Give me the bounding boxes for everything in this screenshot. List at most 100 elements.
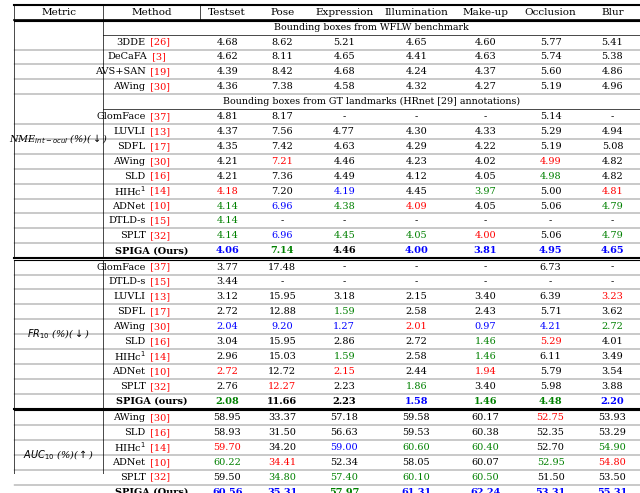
- Text: HIHc$^1$: HIHc$^1$: [113, 184, 145, 198]
- Text: 4.18: 4.18: [216, 187, 238, 196]
- Text: [10]: [10]: [147, 458, 170, 467]
- Text: 4.21: 4.21: [216, 157, 238, 166]
- Text: AWing: AWing: [113, 413, 145, 422]
- Text: 3.40: 3.40: [474, 382, 496, 391]
- Text: 4.02: 4.02: [474, 157, 496, 166]
- Text: ADNet: ADNet: [113, 458, 145, 467]
- Text: Pose: Pose: [270, 8, 294, 17]
- Text: 1.86: 1.86: [406, 382, 428, 391]
- Text: 8.62: 8.62: [271, 37, 293, 46]
- Text: Occlusion: Occlusion: [525, 8, 577, 17]
- Text: [32]: [32]: [147, 473, 171, 482]
- Text: -: -: [280, 216, 284, 225]
- Text: 2.58: 2.58: [406, 352, 428, 361]
- Text: 59.00: 59.00: [330, 443, 358, 452]
- Text: [32]: [32]: [147, 382, 171, 391]
- Text: 4.94: 4.94: [602, 127, 623, 136]
- Text: 1.94: 1.94: [474, 367, 496, 376]
- Text: 34.20: 34.20: [268, 443, 296, 452]
- Text: -: -: [484, 216, 487, 225]
- Text: 15.03: 15.03: [268, 352, 296, 361]
- Text: 5.74: 5.74: [540, 52, 561, 62]
- Text: 6.39: 6.39: [540, 292, 561, 301]
- Text: -: -: [549, 278, 552, 286]
- Text: 4.49: 4.49: [333, 172, 355, 181]
- Text: 3.18: 3.18: [333, 292, 355, 301]
- Text: 4.46: 4.46: [332, 246, 356, 255]
- Text: AWing: AWing: [113, 82, 145, 91]
- Text: HIHc$^1$: HIHc$^1$: [113, 440, 145, 454]
- Text: 11.66: 11.66: [267, 397, 298, 406]
- Text: 4.45: 4.45: [333, 231, 355, 240]
- Text: 1.46: 1.46: [474, 352, 496, 361]
- Text: 7.56: 7.56: [271, 127, 293, 136]
- Text: 53.93: 53.93: [598, 413, 627, 422]
- Text: 2.20: 2.20: [600, 397, 625, 406]
- Text: 4.24: 4.24: [406, 68, 428, 76]
- Text: ADNet: ADNet: [113, 202, 145, 211]
- Text: 52.35: 52.35: [536, 428, 564, 437]
- Text: NME$_{int-ocul}$ (%)($\downarrow$): NME$_{int-ocul}$ (%)($\downarrow$): [10, 132, 108, 146]
- Text: 59.58: 59.58: [403, 413, 430, 422]
- Text: -: -: [415, 278, 418, 286]
- Text: 4.29: 4.29: [406, 142, 428, 151]
- Text: 1.46: 1.46: [474, 397, 497, 406]
- Text: 3.12: 3.12: [216, 292, 238, 301]
- Text: 2.15: 2.15: [406, 292, 428, 301]
- Text: 4.82: 4.82: [602, 157, 623, 166]
- Text: -: -: [549, 216, 552, 225]
- Text: 57.97: 57.97: [329, 488, 360, 493]
- Text: [17]: [17]: [147, 307, 171, 317]
- Text: 4.22: 4.22: [474, 142, 496, 151]
- Text: -: -: [342, 216, 346, 225]
- Text: SPLT: SPLT: [120, 382, 145, 391]
- Text: [3]: [3]: [148, 52, 166, 62]
- Text: 4.63: 4.63: [474, 52, 496, 62]
- Text: 5.60: 5.60: [540, 68, 561, 76]
- Text: 3.88: 3.88: [602, 382, 623, 391]
- Text: [30]: [30]: [147, 413, 170, 422]
- Text: 34.41: 34.41: [268, 458, 296, 467]
- Text: Metric: Metric: [41, 8, 76, 17]
- Text: 4.05: 4.05: [474, 202, 496, 211]
- Text: 1.59: 1.59: [333, 352, 355, 361]
- Text: 4.62: 4.62: [216, 52, 238, 62]
- Text: [30]: [30]: [147, 82, 170, 91]
- Text: [16]: [16]: [147, 337, 170, 346]
- Text: 4.96: 4.96: [602, 82, 623, 91]
- Text: 4.14: 4.14: [216, 202, 238, 211]
- Text: 54.80: 54.80: [598, 458, 627, 467]
- Text: 15.95: 15.95: [268, 292, 296, 301]
- Text: 53.50: 53.50: [598, 473, 627, 482]
- Text: 4.38: 4.38: [333, 202, 355, 211]
- Text: SPLT: SPLT: [120, 473, 145, 482]
- Text: SPLT: SPLT: [120, 231, 145, 240]
- Text: $AUC_{10}$ (%)($\uparrow$): $AUC_{10}$ (%)($\uparrow$): [23, 448, 94, 461]
- Text: Bounding boxes from WFLW benchmark: Bounding boxes from WFLW benchmark: [275, 23, 469, 32]
- Text: 2.72: 2.72: [216, 367, 238, 376]
- Text: -: -: [415, 112, 418, 121]
- Text: SLD: SLD: [124, 337, 145, 346]
- Text: 4.65: 4.65: [406, 37, 428, 46]
- Text: [13]: [13]: [147, 292, 171, 301]
- Text: 60.50: 60.50: [472, 473, 499, 482]
- Text: GlomFace: GlomFace: [96, 263, 145, 272]
- Text: 52.70: 52.70: [536, 443, 564, 452]
- Text: 59.70: 59.70: [213, 443, 241, 452]
- Text: [17]: [17]: [147, 142, 171, 151]
- Text: 60.40: 60.40: [471, 443, 499, 452]
- Text: -: -: [342, 263, 346, 272]
- Text: [10]: [10]: [147, 202, 170, 211]
- Text: GlomFace: GlomFace: [96, 112, 145, 121]
- Text: 2.58: 2.58: [406, 307, 428, 317]
- Text: 4.06: 4.06: [215, 246, 239, 255]
- Text: Blur: Blur: [601, 8, 624, 17]
- Text: 34.80: 34.80: [268, 473, 296, 482]
- Text: 4.35: 4.35: [216, 142, 238, 151]
- Text: 2.15: 2.15: [333, 367, 355, 376]
- Text: [15]: [15]: [147, 216, 170, 225]
- Text: 12.88: 12.88: [268, 307, 296, 317]
- Text: 52.75: 52.75: [536, 413, 564, 422]
- Text: 2.72: 2.72: [216, 307, 238, 317]
- Text: 60.22: 60.22: [213, 458, 241, 467]
